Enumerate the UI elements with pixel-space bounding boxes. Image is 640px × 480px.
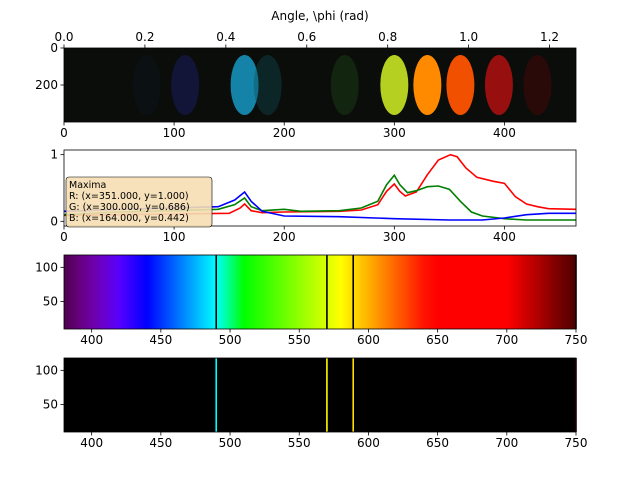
spectrum-xtick-label: 300	[383, 126, 406, 140]
top-axis-label: Angle, \phi (rad)	[271, 9, 368, 23]
profile-xtick-label: 400	[493, 230, 516, 244]
emission-background	[64, 358, 576, 432]
profile-series-line-1	[63, 173, 576, 221]
colorbar-xtick-label: 750	[565, 333, 588, 347]
spectrum-band	[413, 55, 442, 115]
maxima-line: B: (x=164.000, y=0.442)	[69, 213, 189, 224]
spectrum-image-panel: 0 100 200 300 400 0 200	[35, 41, 577, 140]
spectrum-band	[330, 55, 359, 115]
profile-series-line-0	[63, 153, 577, 217]
wavelength-colorbar-panel: 400 450 500 550 600 650 700 750 50 100	[35, 254, 588, 347]
spectrum-band	[484, 55, 513, 115]
profile-xtick-label: 100	[163, 230, 186, 244]
spectrum-ytick-label: 200	[35, 78, 58, 92]
colorbar-xtick-label: 400	[80, 333, 103, 347]
emission-xtick-label: 450	[149, 436, 172, 450]
top-axis-xtick-label: 1.2	[540, 30, 559, 44]
profile-ytick-label: 0	[50, 214, 58, 228]
colorbar-ytick-label: 50	[43, 295, 58, 309]
profile-xtick-label: 200	[273, 230, 296, 244]
spectrum-bands	[132, 55, 552, 115]
top-axis-xtick-label: 0.8	[378, 30, 397, 44]
spectrum-band	[380, 55, 409, 115]
profile-xtick-label: 0	[60, 230, 68, 244]
colorbar-xtick-label: 550	[288, 333, 311, 347]
spectrum-band	[132, 55, 161, 115]
emission-ytick-label: 50	[43, 398, 58, 412]
spectrum-xtick-label: 0	[60, 126, 68, 140]
profile-frame	[63, 149, 577, 227]
colorbar-ytick-label: 100	[35, 260, 58, 274]
colorbar-xtick-label: 450	[149, 333, 172, 347]
emission-ytick-label: 100	[35, 363, 58, 377]
spectrum-ytick-label: 0	[50, 41, 58, 55]
emission-xtick-label: 600	[357, 436, 380, 450]
spectrum-band	[230, 55, 259, 115]
spectrum-xtick-label: 400	[493, 126, 516, 140]
profile-ytick-label: 1	[50, 148, 58, 162]
colorbar-xtick-label: 500	[219, 333, 242, 347]
spectrum-band	[523, 55, 552, 115]
emission-lines-panel: 400 450 500 550 600 650 700 750 50 100	[35, 357, 588, 450]
emission-xtick-label: 750	[565, 436, 588, 450]
emission-xtick-label: 400	[80, 436, 103, 450]
spectrum-band	[171, 55, 200, 115]
top-axis-xtick-label: 1.0	[459, 30, 478, 44]
profile-xtick-label: 300	[383, 230, 406, 244]
emission-xtick-label: 500	[219, 436, 242, 450]
spectrum-xtick-label: 200	[273, 126, 296, 140]
top-axis-xtick-label: 0.2	[135, 30, 154, 44]
top-axis: 0.0 0.2 0.4 0.6 0.8 1.0 1.2	[54, 30, 559, 48]
colorbar-gradient	[64, 255, 576, 329]
colorbar-frame	[63, 254, 577, 330]
spectrum-band	[253, 55, 282, 115]
spectrum-band	[446, 55, 475, 115]
emission-frame	[63, 357, 577, 433]
colorbar-xtick-label: 600	[357, 333, 380, 347]
maxima-line: R: (x=351.000, y=1.000)	[69, 191, 189, 202]
colorbar-xtick-label: 700	[495, 333, 518, 347]
emission-xtick-label: 550	[288, 436, 311, 450]
colorbar-xtick-label: 650	[426, 333, 449, 347]
maxima-line: G: (x=300.000, y=0.686)	[69, 202, 190, 213]
emission-xtick-label: 650	[426, 436, 449, 450]
maxima-annotation-box	[65, 176, 213, 228]
emission-xtick-label: 700	[495, 436, 518, 450]
maxima-title: Maxima	[69, 180, 106, 191]
top-axis-xtick-label: 0.0	[54, 30, 73, 44]
top-axis-xtick-label: 0.4	[216, 30, 235, 44]
top-axis-xtick-label: 0.6	[297, 30, 316, 44]
spectrum-xtick-label: 100	[163, 126, 186, 140]
